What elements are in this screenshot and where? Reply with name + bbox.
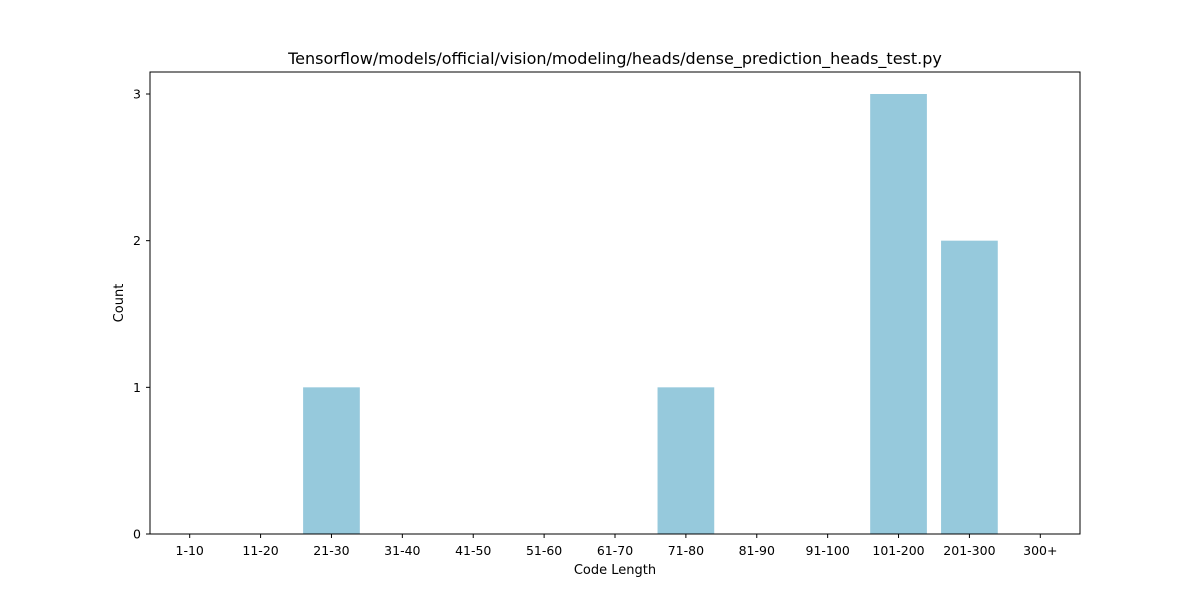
- x-tick-label: 300+: [1023, 543, 1057, 558]
- x-tick-label: 71-80: [668, 543, 704, 558]
- y-tick-label: 0: [133, 527, 141, 542]
- bar-101-200: [870, 94, 927, 534]
- x-tick-label: 41-50: [455, 543, 491, 558]
- x-axis-label: Code Length: [574, 563, 656, 578]
- y-tick-label: 3: [133, 87, 141, 102]
- plot-frame: [149, 71, 1081, 535]
- x-tick-label: 21-30: [313, 543, 349, 558]
- y-axis: 0 1 2 3: [133, 87, 150, 542]
- bars-layer: [303, 94, 998, 534]
- y-tick-label: 2: [133, 233, 141, 248]
- y-axis-label: Count: [112, 284, 127, 323]
- bar-201-300: [941, 240, 998, 534]
- x-tick-label: 1-10: [176, 543, 204, 558]
- x-tick-label: 31-40: [384, 543, 420, 558]
- x-tick-label: 61-70: [597, 543, 633, 558]
- x-tick-label: 51-60: [526, 543, 562, 558]
- x-tick-label: 201-300: [943, 543, 995, 558]
- x-tick-label: 101-200: [872, 543, 924, 558]
- x-tick-label: 91-100: [806, 543, 850, 558]
- bar-71-80: [657, 387, 715, 534]
- x-tick-label: 11-20: [242, 543, 278, 558]
- chart-title: Tensorflow/models/official/vision/modeli…: [287, 49, 942, 69]
- bar-21-30: [303, 387, 360, 534]
- x-axis: 1-10 11-20 21-30 31-40 41-50 51-60 61-70 71-80 8…: [176, 534, 1057, 558]
- y-tick-label: 1: [133, 380, 141, 395]
- x-tick-label: 81-90: [739, 543, 775, 558]
